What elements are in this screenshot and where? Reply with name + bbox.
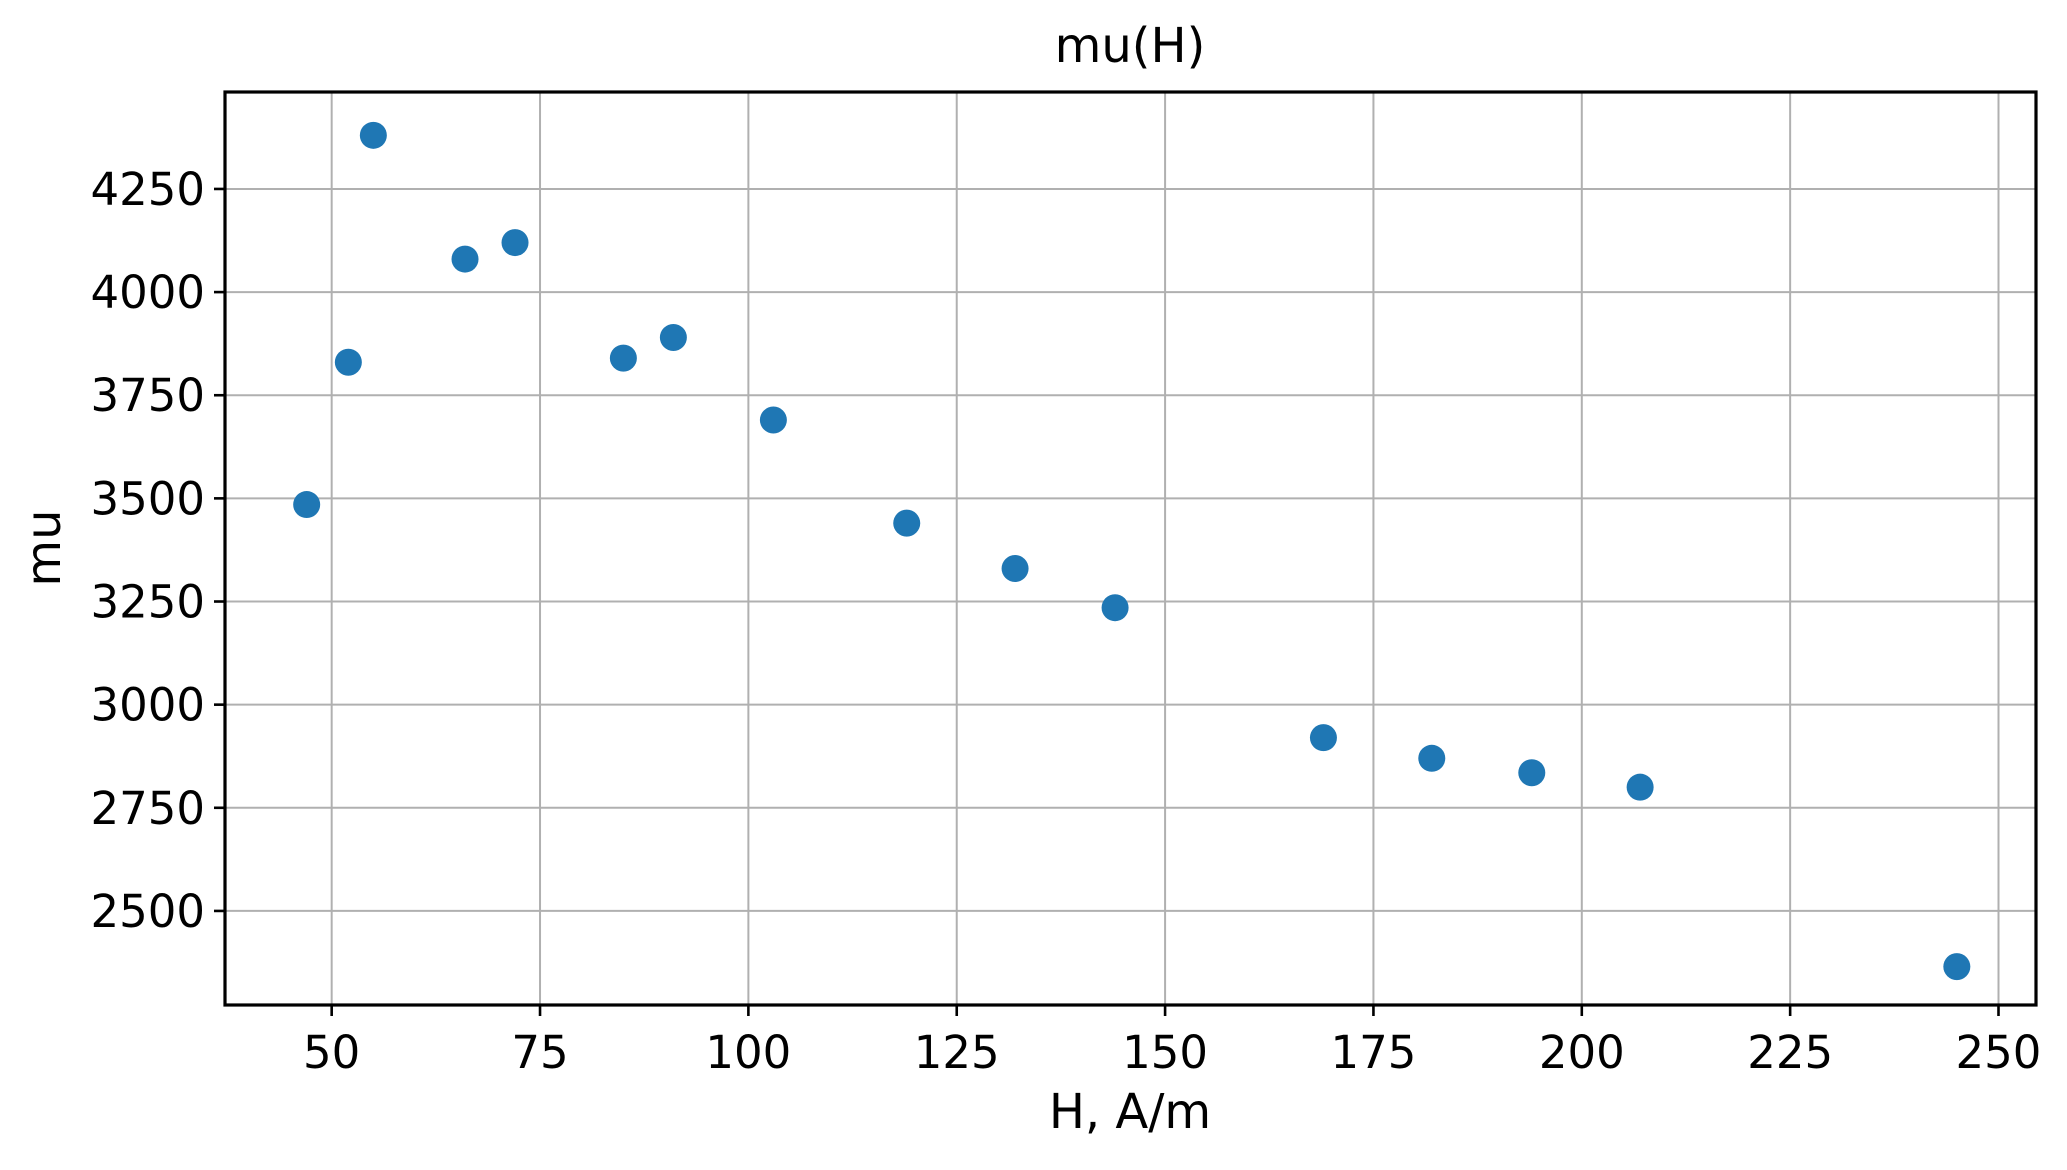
x-axis-label: H, A/m	[1049, 1084, 1211, 1140]
y-tick-label: 3500	[90, 472, 205, 525]
x-tick-label: 175	[1330, 1026, 1416, 1079]
scatter-point	[1518, 759, 1546, 787]
axes-layer	[214, 90, 2038, 1016]
scatter-point	[359, 121, 387, 149]
x-tick-label: 250	[1956, 1026, 2042, 1079]
scatter-point	[1001, 555, 1029, 583]
scatter-point	[1943, 953, 1971, 981]
x-tick-label: 75	[511, 1026, 568, 1079]
scatter-point	[759, 406, 787, 434]
y-tick-label: 4250	[90, 163, 205, 216]
scatter-point	[1418, 744, 1446, 772]
scatter-point	[609, 344, 637, 372]
y-tick-label: 3000	[90, 679, 205, 732]
scatter-point	[1309, 724, 1337, 752]
scatter-point	[501, 229, 529, 257]
scatter-point	[893, 509, 921, 537]
grid-layer	[225, 92, 2036, 1005]
chart-title: mu(H)	[1055, 18, 1206, 74]
y-axis-label: mu	[16, 509, 72, 586]
x-tick-label: 150	[1122, 1026, 1208, 1079]
scatter-point	[293, 491, 321, 519]
scatter-point	[334, 348, 362, 376]
y-tick-label: 3250	[90, 576, 205, 629]
x-tick-label: 200	[1539, 1026, 1625, 1079]
scatter-point	[1626, 773, 1654, 801]
tick-label-layer: 50 75 100 125 150 175 200 225 250 2500 2750 3000 325…	[90, 163, 2041, 1079]
y-tick-label: 4000	[90, 266, 205, 319]
y-tick-label: 2500	[90, 885, 205, 938]
marker-layer	[293, 121, 1971, 981]
y-tick-label: 2750	[90, 782, 205, 835]
scatter-point	[1101, 594, 1129, 622]
x-tick-label: 125	[914, 1026, 1000, 1079]
y-tick-label: 3750	[90, 369, 205, 422]
x-tick-label: 50	[303, 1026, 360, 1079]
x-tick-label: 225	[1747, 1026, 1833, 1079]
x-tick-label: 100	[705, 1026, 791, 1079]
scatter-point	[451, 245, 479, 273]
scatter-point	[659, 323, 687, 351]
plot-border	[223, 90, 2038, 1007]
